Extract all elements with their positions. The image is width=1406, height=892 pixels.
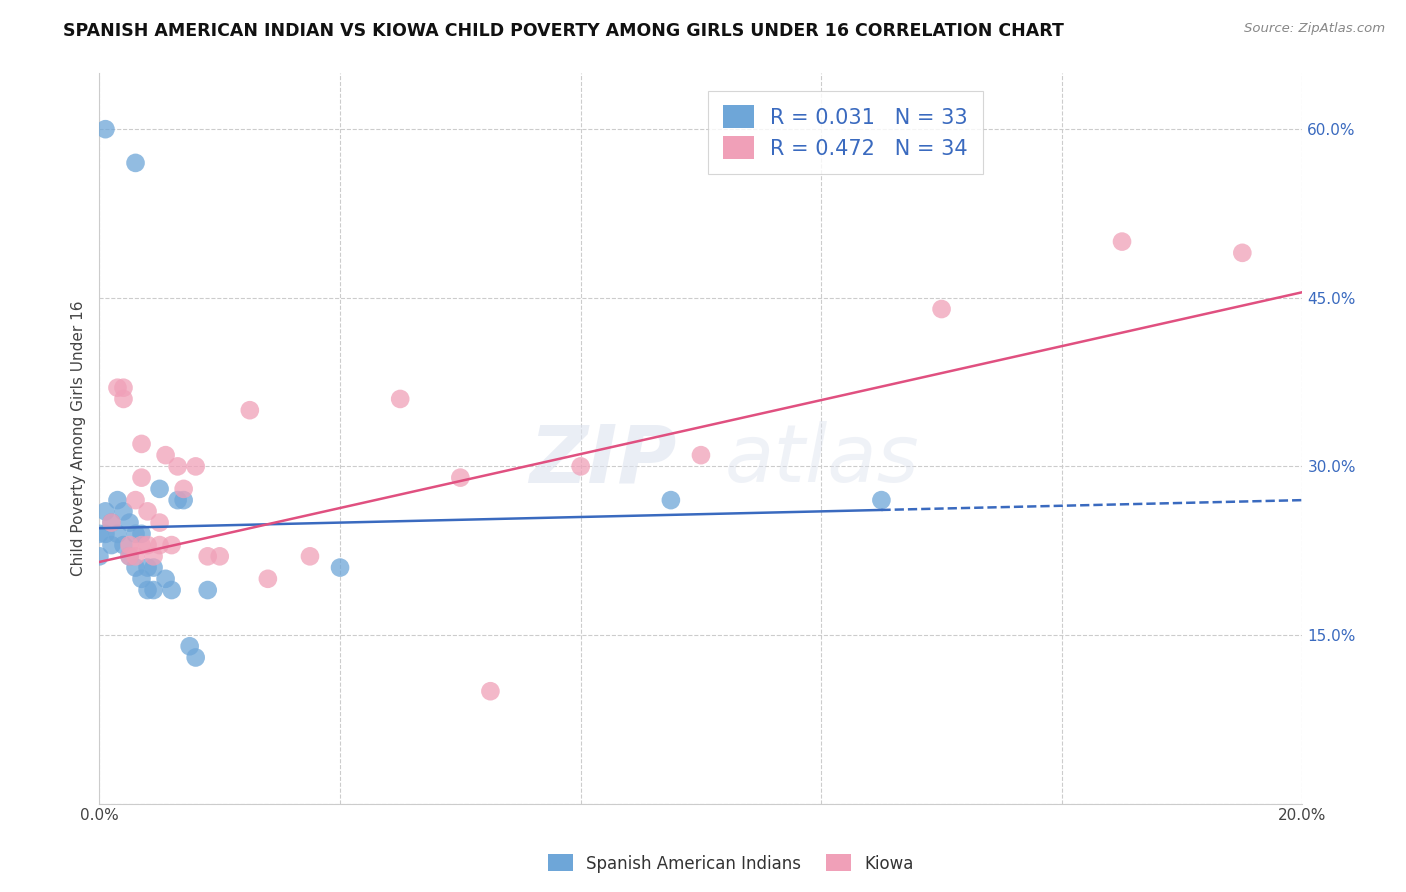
Point <box>107 381 129 395</box>
Point <box>197 549 219 564</box>
Point <box>690 448 713 462</box>
Point <box>118 549 141 564</box>
Point <box>112 381 135 395</box>
Point <box>89 526 111 541</box>
Point <box>112 538 135 552</box>
Point <box>112 392 135 406</box>
Point <box>100 538 122 552</box>
Y-axis label: Child Poverty Among Girls Under 16: Child Poverty Among Girls Under 16 <box>72 301 86 576</box>
Point <box>142 582 165 597</box>
Point <box>94 504 117 518</box>
Point <box>329 560 352 574</box>
Point <box>298 549 321 564</box>
Point <box>173 493 195 508</box>
Point <box>131 437 153 451</box>
Text: SPANISH AMERICAN INDIAN VS KIOWA CHILD POVERTY AMONG GIRLS UNDER 16 CORRELATION : SPANISH AMERICAN INDIAN VS KIOWA CHILD P… <box>63 22 1064 40</box>
Point <box>131 572 153 586</box>
Text: Source: ZipAtlas.com: Source: ZipAtlas.com <box>1244 22 1385 36</box>
Text: ZIP: ZIP <box>530 421 676 500</box>
Point <box>149 538 172 552</box>
Point <box>179 639 201 653</box>
Point <box>118 538 141 552</box>
Text: atlas: atlas <box>725 421 920 500</box>
Legend: R = 0.031   N = 33, R = 0.472   N = 34: R = 0.031 N = 33, R = 0.472 N = 34 <box>709 91 983 174</box>
Point <box>479 684 502 698</box>
Point <box>239 403 262 417</box>
Point <box>124 493 146 508</box>
Point <box>89 549 111 564</box>
Point <box>136 504 159 518</box>
Point <box>118 549 141 564</box>
Point <box>94 526 117 541</box>
Point <box>160 582 183 597</box>
Point <box>173 482 195 496</box>
Point <box>131 538 153 552</box>
Point <box>931 301 953 316</box>
Point <box>107 493 129 508</box>
Point <box>870 493 893 508</box>
Point <box>184 459 207 474</box>
Point <box>94 122 117 136</box>
Point <box>131 526 153 541</box>
Point <box>160 538 183 552</box>
Point <box>197 582 219 597</box>
Point <box>107 526 129 541</box>
Point <box>149 482 172 496</box>
Point <box>136 582 159 597</box>
Point <box>184 650 207 665</box>
Point <box>389 392 412 406</box>
Point <box>569 459 592 474</box>
Point <box>149 516 172 530</box>
Point <box>124 560 146 574</box>
Point <box>155 572 177 586</box>
Point <box>124 156 146 170</box>
Point <box>124 526 146 541</box>
Legend: Spanish American Indians, Kiowa: Spanish American Indians, Kiowa <box>541 847 921 880</box>
Point <box>124 549 146 564</box>
Point <box>118 516 141 530</box>
Point <box>166 459 188 474</box>
Point <box>659 493 682 508</box>
Point <box>131 470 153 484</box>
Point <box>166 493 188 508</box>
Point <box>142 549 165 564</box>
Point <box>1111 235 1133 249</box>
Point <box>142 560 165 574</box>
Point <box>136 538 159 552</box>
Point <box>100 516 122 530</box>
Point <box>1232 245 1254 260</box>
Point <box>449 470 471 484</box>
Point <box>208 549 231 564</box>
Point <box>257 572 280 586</box>
Point <box>100 516 122 530</box>
Point <box>112 504 135 518</box>
Point <box>136 560 159 574</box>
Point <box>155 448 177 462</box>
